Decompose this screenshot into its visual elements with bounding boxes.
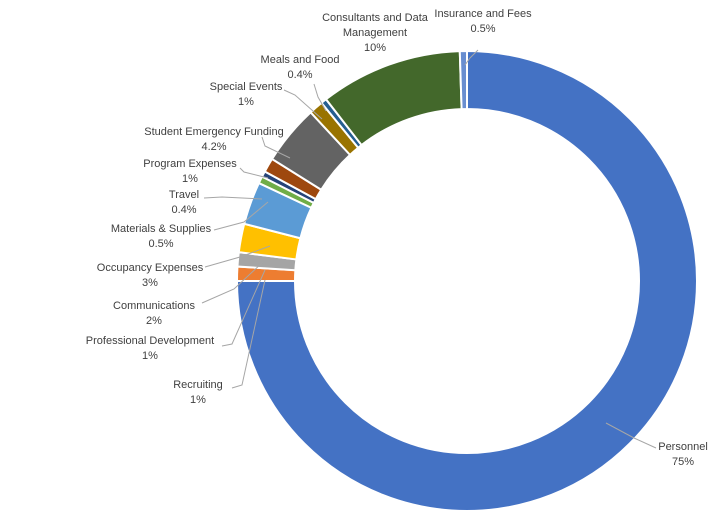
leader-line-travel	[203, 196, 263, 200]
leader-line-materials-supplies	[213, 201, 269, 231]
data-label-materials-supplies: Materials & Supplies 0.5%	[110, 223, 212, 250]
data-label-personnel: Personnel 75%	[658, 441, 708, 468]
data-label-communications: Communications 2%	[113, 300, 195, 327]
data-label-occupancy-expenses: Occupancy Expenses 3%	[96, 262, 204, 289]
leader-line-recruiting	[231, 279, 266, 389]
leader-line-occupancy-expenses	[204, 245, 271, 268]
leader-lines	[201, 49, 657, 449]
data-label-program-expenses: Program Expenses 1%	[143, 158, 237, 185]
leader-line-insurance-and-fees	[464, 49, 479, 66]
data-label-meals-and-food: Meals and Food 0.4%	[260, 54, 340, 81]
data-label-student-emergency-funding: Student Emergency Funding 4.2%	[144, 126, 284, 153]
leader-line-communications	[201, 261, 264, 304]
data-label-insurance-and-fees: Insurance and Fees 0.5%	[434, 8, 532, 35]
leader-line-professional-development	[221, 269, 266, 347]
leader-line-meals-and-food	[313, 83, 327, 112]
data-label-professional-development: Professional Development 1%	[85, 335, 215, 362]
leader-line-student-emergency-funding	[261, 136, 291, 159]
leader-line-personnel	[605, 422, 657, 449]
slice-insurance-and-fees	[458, 49, 468, 111]
data-label-consultants-and-data-management: Consultants and Data Management 10%	[322, 12, 428, 54]
data-label-travel: Travel 0.4%	[168, 189, 200, 216]
leader-line-program-expenses	[239, 167, 269, 179]
slice-personnel	[235, 49, 698, 512]
data-label-recruiting: Recruiting 1%	[173, 379, 223, 406]
donut-slices	[235, 49, 698, 512]
data-label-special-events: Special Events 1%	[209, 81, 283, 108]
leader-line-special-events	[283, 89, 323, 120]
